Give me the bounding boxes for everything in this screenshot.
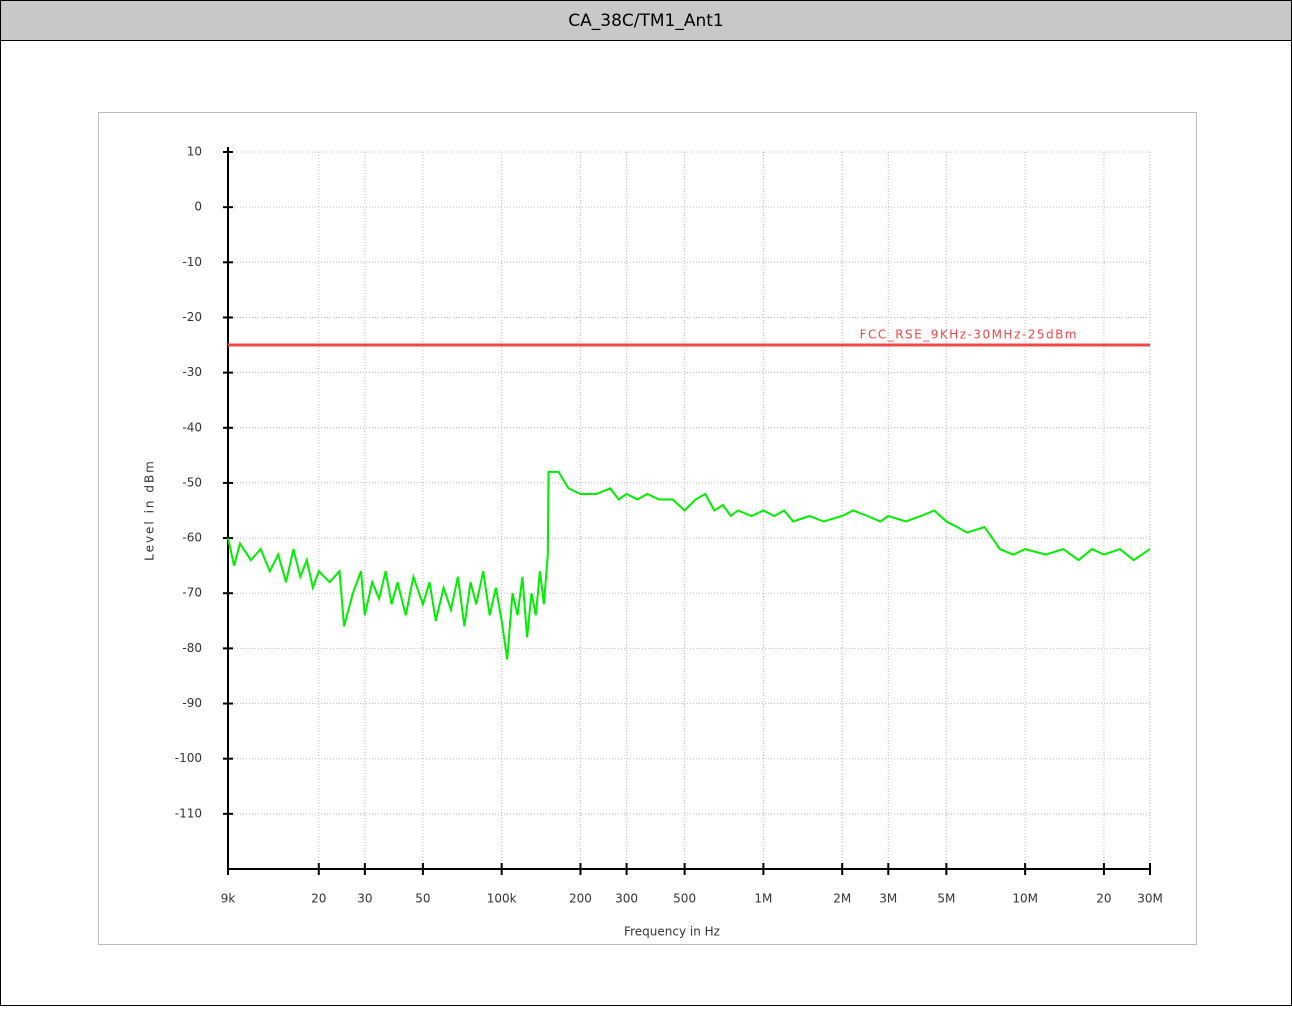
x-tick-label: 5M	[937, 892, 955, 906]
y-tick-label: -40	[182, 420, 202, 434]
y-tick-label: -110	[175, 806, 202, 820]
x-tick-label: 50	[415, 892, 430, 906]
y-tick-label: -70	[182, 586, 202, 600]
y-tick-label: -30	[182, 365, 202, 379]
y-tick-label: -100	[175, 751, 202, 765]
x-tick-label: 20	[311, 892, 326, 906]
limit-label: FCC_RSE_9KHz-30MHz-25dBm	[860, 328, 1078, 342]
x-tick-label: 2M	[833, 892, 851, 906]
chart-title: CA_38C/TM1_Ant1	[568, 11, 723, 31]
x-tick-label: 9k	[221, 892, 236, 906]
x-tick-label: 30	[357, 892, 372, 906]
x-tick-label: 30M	[1137, 892, 1163, 906]
x-tick-label: 10M	[1012, 892, 1038, 906]
x-tick-label: 500	[673, 892, 696, 906]
x-tick-label: 200	[569, 892, 592, 906]
x-tick-label: 1M	[754, 892, 772, 906]
y-tick-label: 0	[194, 200, 202, 214]
y-tick-label: -50	[182, 475, 202, 489]
x-axis-label: Frequency in Hz	[624, 925, 720, 939]
x-tick-label: 100k	[487, 892, 517, 906]
chart-box	[98, 112, 1197, 945]
x-tick-label: 300	[615, 892, 638, 906]
data-line	[227, 470, 1151, 660]
y-tick-label: -10	[182, 255, 202, 269]
x-tick-label: 3M	[879, 892, 897, 906]
y-axis-label: Level in dBm	[143, 459, 157, 561]
y-tick-label: -20	[182, 310, 202, 324]
y-tick-label: -60	[182, 531, 202, 545]
y-tick-label: -80	[182, 641, 202, 655]
y-tick-label: 10	[187, 145, 202, 159]
x-tick-label: 20	[1096, 892, 1111, 906]
header	[0, 0, 1292, 41]
y-tick-label: -90	[182, 696, 202, 710]
